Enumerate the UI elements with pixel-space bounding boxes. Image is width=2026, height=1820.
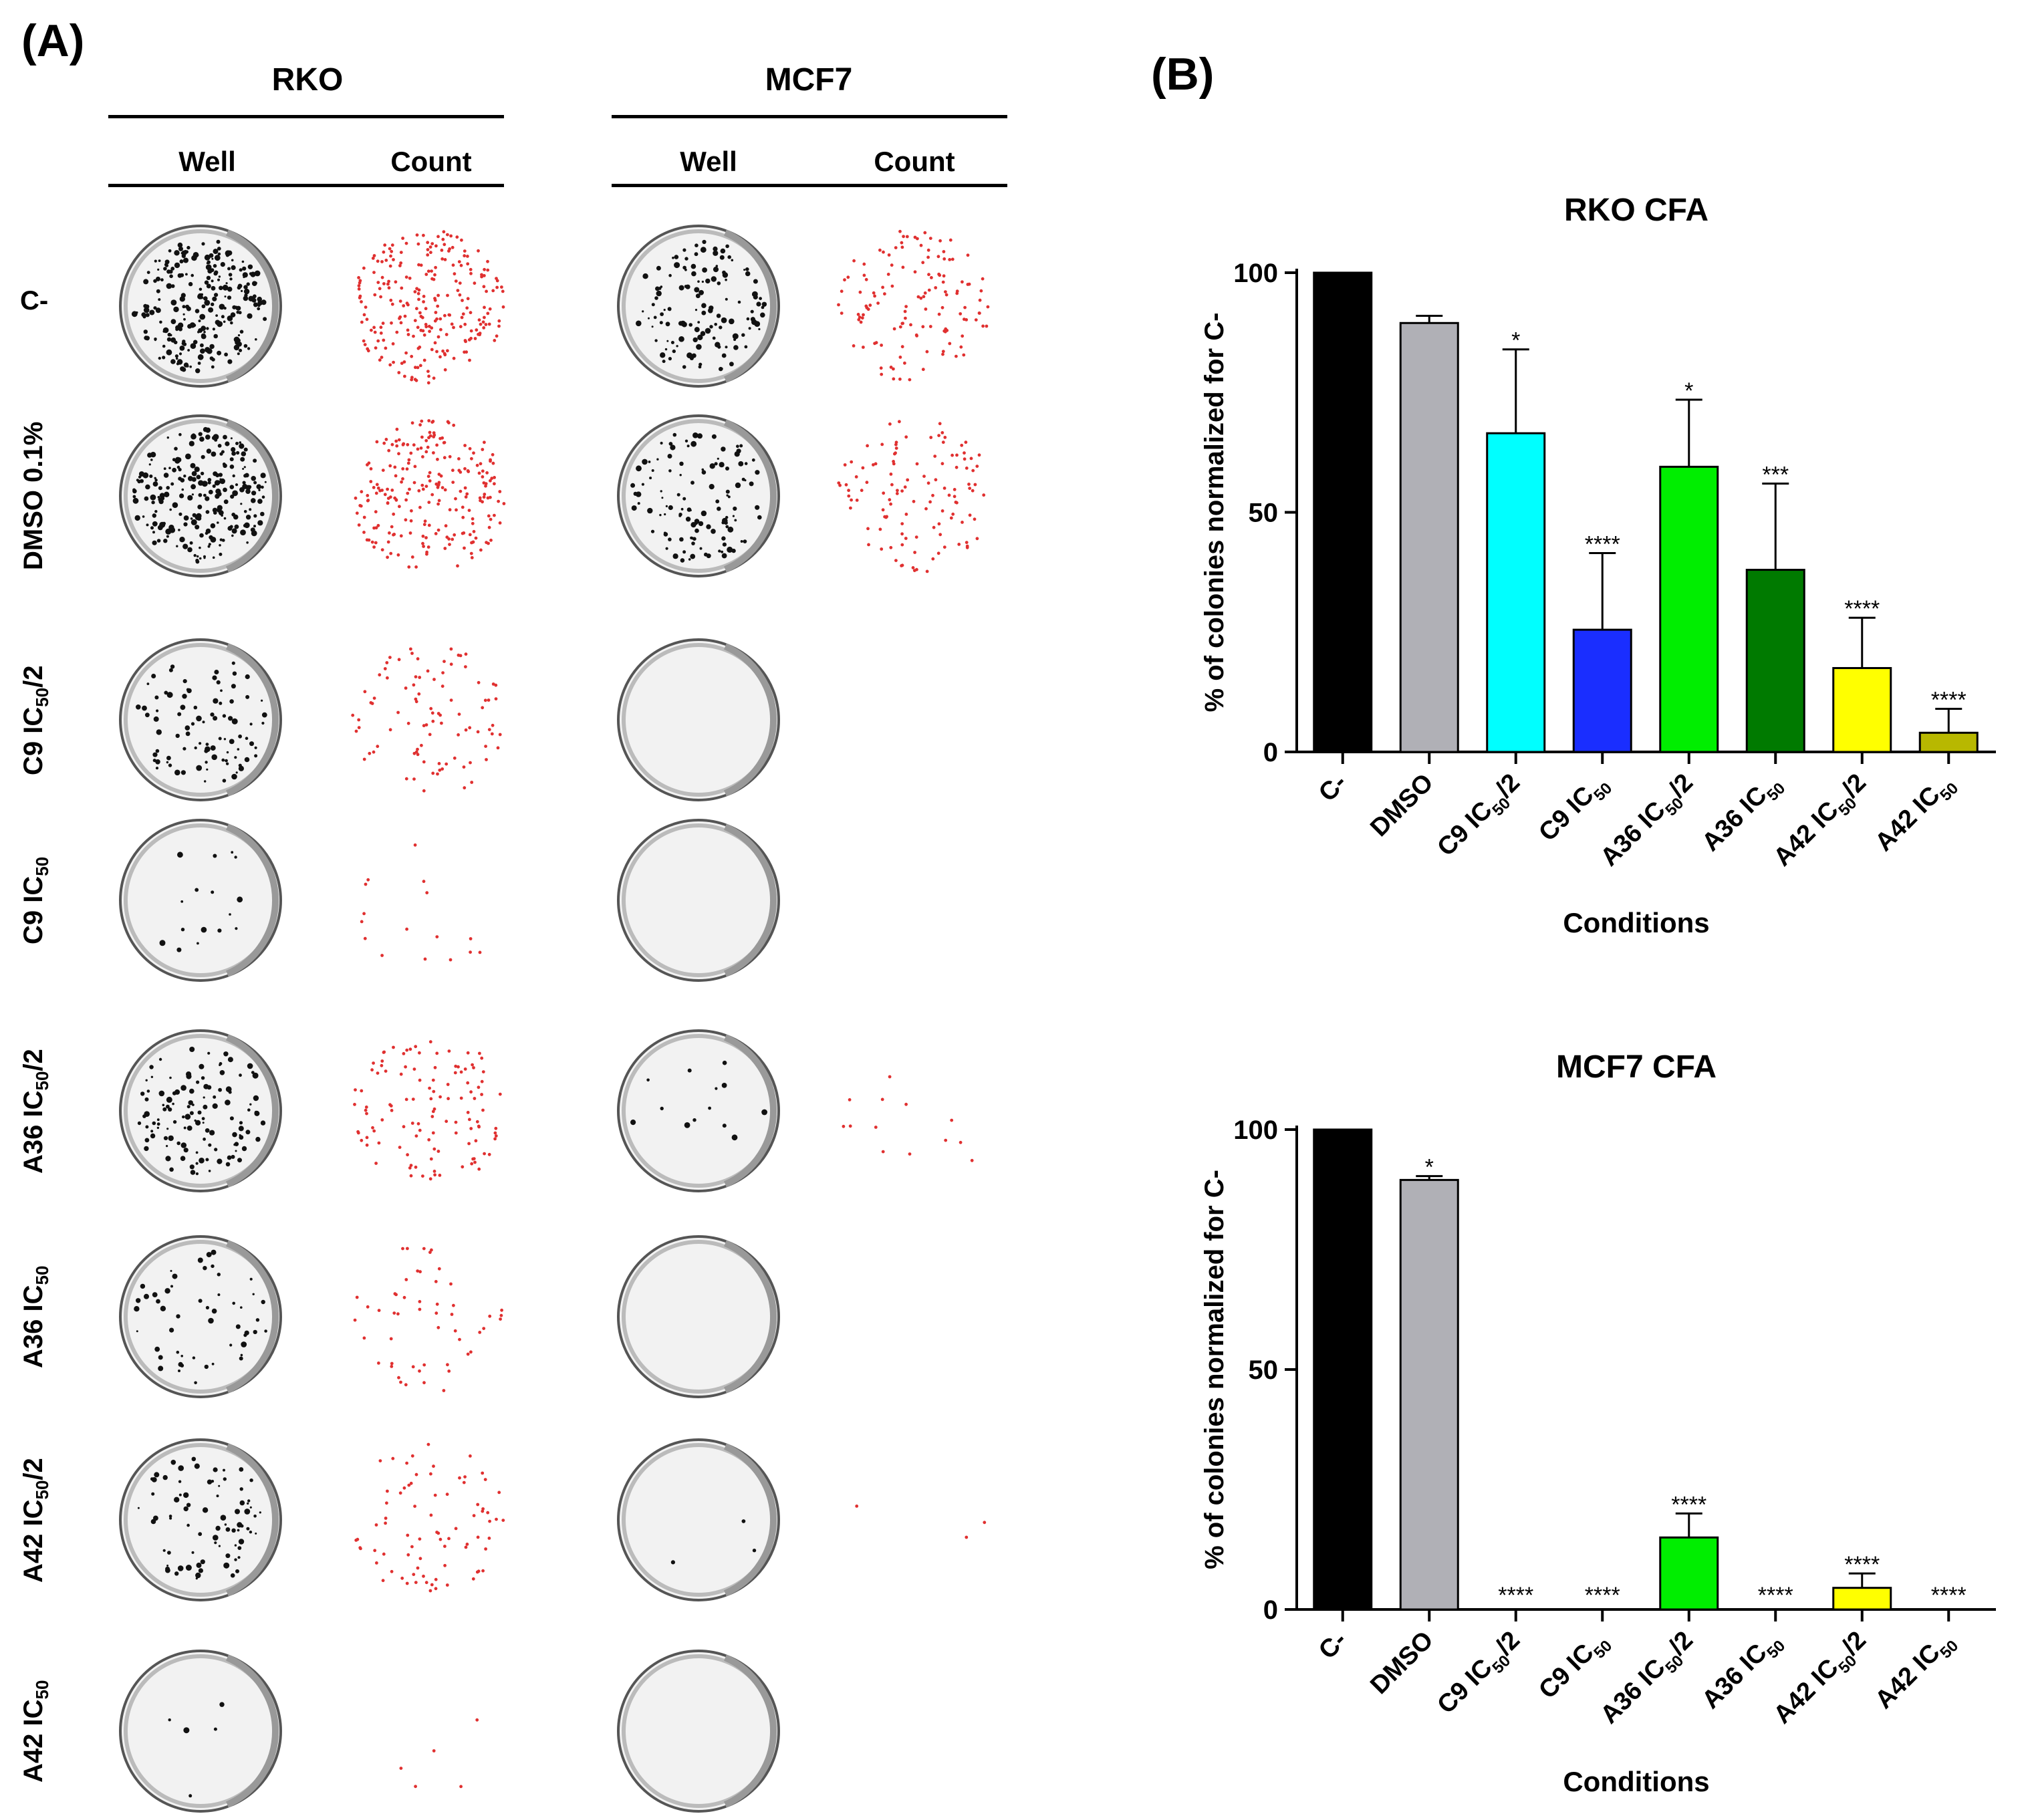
significance-label: * (1425, 1155, 1434, 1180)
x-tick-label: A42 IC50/2 (1768, 1626, 1875, 1733)
significance-label: *** (1762, 462, 1789, 487)
significance-label: * (1684, 378, 1693, 404)
mcf7-subheader-rule (612, 184, 1007, 187)
bar (1659, 465, 1719, 753)
rko-well-header: Well (178, 146, 236, 177)
bar (1745, 569, 1805, 753)
mcf7-well-plate (617, 1029, 780, 1192)
rko-well-plate (119, 638, 282, 801)
mcf7-count-map (855, 1505, 987, 1539)
x-tick-label: A42 IC50/2 (1768, 769, 1875, 876)
y-tick-label: 50 (1249, 499, 1279, 528)
rko-subheader-rule (108, 184, 504, 187)
bar (1832, 1587, 1892, 1611)
significance-label: **** (1844, 596, 1880, 622)
x-tick-label: C- (1313, 1626, 1352, 1665)
mcf7-count-map (842, 1075, 974, 1162)
rko-well-plate (119, 1650, 282, 1813)
y-axis-title: % of colonies normalized for C- (1200, 313, 1229, 712)
x-tick-label: DMSO (1365, 1626, 1438, 1700)
bar (1659, 1536, 1719, 1611)
rko-count-map (353, 1247, 503, 1392)
rko-count-header: Count (390, 146, 472, 177)
significance-label: **** (1758, 1583, 1793, 1608)
y-tick-label: 0 (1263, 1595, 1278, 1625)
x-axis-title: Conditions (1563, 1766, 1709, 1797)
rko-well-plate (119, 225, 282, 388)
bar (1399, 1178, 1459, 1611)
mcf7-well-plate (617, 1235, 780, 1398)
y-tick-label: 50 (1249, 1355, 1279, 1385)
rko-header: RKO (271, 62, 344, 98)
rko-count-map (353, 1040, 502, 1181)
x-tick-label: A36 IC50/2 (1595, 769, 1702, 876)
mcf7-well-plate (617, 225, 780, 388)
rko-well-plate (119, 819, 282, 982)
bar (1399, 321, 1459, 753)
plate-images (119, 225, 990, 1813)
mcf7-count-header: Count (874, 146, 955, 177)
mcf7-well-plate (617, 414, 780, 577)
x-tick-label: C9 IC50/2 (1432, 1626, 1529, 1723)
significance-label: **** (1585, 1583, 1620, 1608)
rko-count-map (357, 230, 505, 385)
rko-well-plate (119, 414, 282, 577)
panel-b-label: (B) (1151, 49, 1215, 100)
bar (1313, 1128, 1373, 1611)
bar (1572, 628, 1632, 753)
y-tick-label: 0 (1263, 738, 1278, 767)
bar (1832, 667, 1892, 753)
significance-label: **** (1671, 1492, 1706, 1517)
rko-header-rule (108, 115, 504, 118)
mcf7-header-rule (612, 115, 1007, 118)
y-tick-label: 100 (1233, 259, 1278, 288)
rko-well-plate (119, 1029, 282, 1192)
x-tick-label: A42 IC50 (1870, 1626, 1962, 1718)
rko-count-map (351, 647, 502, 793)
rko-count-map (354, 419, 506, 569)
significance-label: **** (1931, 1583, 1967, 1608)
chart-1: MCF7 CFA 0 50 100% of colonies normalized f… (1200, 1049, 1996, 1797)
mcf7-well-plate (617, 819, 780, 982)
y-axis-title: % of colonies normalized for C- (1200, 1170, 1229, 1569)
chart-0: RKO CFA 0 50 100% of colonies normalized fo… (1200, 192, 1996, 938)
rko-count-map (360, 843, 482, 962)
panel-a-label: (A) (21, 15, 85, 66)
x-tick-label: C9 IC50 (1533, 769, 1616, 851)
significance-label: **** (1931, 687, 1967, 712)
significance-label: **** (1498, 1583, 1533, 1608)
rko-count-map (354, 1442, 505, 1593)
significance-label: **** (1585, 531, 1620, 557)
significance-label: **** (1844, 1552, 1880, 1577)
bar (1918, 731, 1979, 753)
x-tick-label: A42 IC50 (1870, 769, 1962, 861)
x-tick-label: C- (1313, 769, 1352, 807)
y-tick-label: 100 (1233, 1116, 1278, 1145)
chart-title: RKO CFA (1564, 192, 1708, 228)
rko-count-map (399, 1718, 479, 1789)
mcf7-well-header: Well (680, 146, 737, 177)
x-tick-label: A36 IC50/2 (1595, 1626, 1702, 1733)
x-tick-label: DMSO (1365, 769, 1438, 842)
bar (1313, 271, 1373, 753)
mcf7-header: MCF7 (765, 62, 853, 98)
mcf7-count-map (837, 420, 986, 573)
significance-label: * (1511, 328, 1520, 354)
mcf7-count-map (837, 229, 990, 382)
x-axis-title: Conditions (1563, 907, 1709, 938)
chart-title: MCF7 CFA (1556, 1049, 1717, 1085)
rko-well-plate (119, 1235, 282, 1398)
mcf7-well-plate (617, 1438, 780, 1601)
x-tick-label: C9 IC50/2 (1432, 769, 1529, 866)
x-tick-label: C9 IC50 (1533, 1626, 1616, 1708)
bar (1486, 432, 1546, 753)
mcf7-well-plate (617, 1650, 780, 1813)
mcf7-well-plate (617, 638, 780, 801)
row-label: C- (20, 286, 49, 315)
rko-well-plate (119, 1438, 282, 1601)
